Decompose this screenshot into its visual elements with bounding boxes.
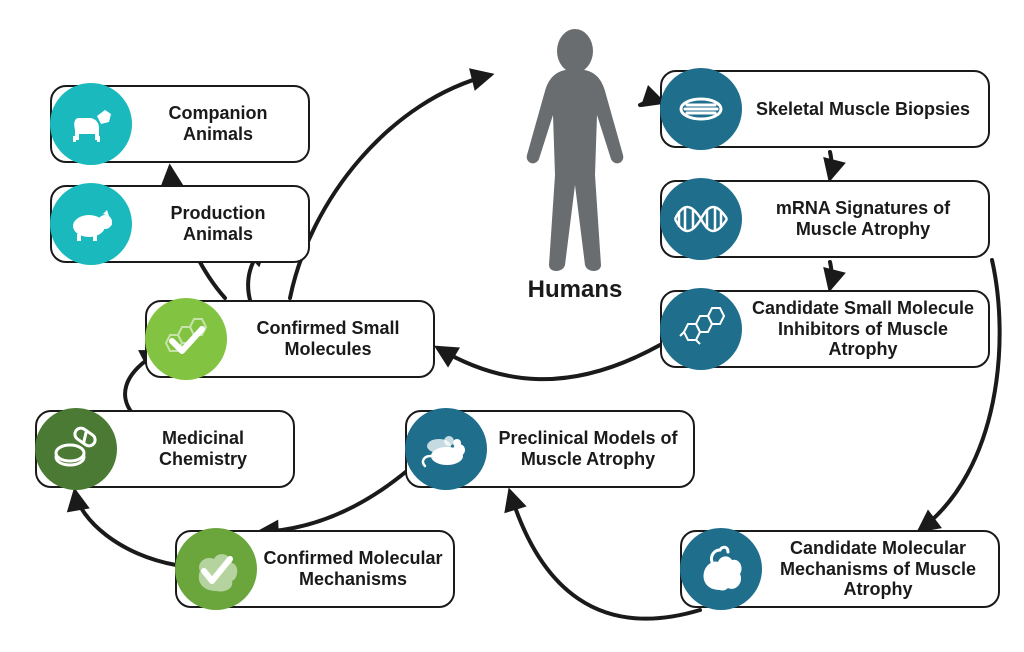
node-preclinical: Preclinical Models of Muscle Atrophy [405,410,695,488]
biopsy-icon [660,68,742,150]
label-preclinical: Preclinical Models of Muscle Atrophy [487,424,693,473]
label-confirmed: Confirmed Small Molecules [227,314,433,363]
label-biopsies: Skeletal Muscle Biopsies [742,95,988,124]
dog-icon [50,83,132,165]
node-confirmed-molecules: Confirmed Small Molecules [145,300,435,378]
wave-icon [660,178,742,260]
protein-icon [680,528,762,610]
label-mrna: mRNA Signatures of Muscle Atrophy [742,194,988,243]
label-candmol: Candidate Small Molecule Inhibitors of M… [742,294,988,364]
node-mrna: mRNA Signatures of Muscle Atrophy [660,180,990,258]
label-medchem: Medicinal Chemistry [117,424,293,473]
label-production: Production Animals [132,199,308,248]
node-biopsies: Skeletal Muscle Biopsies [660,70,990,148]
node-candidate-mechanisms: Candidate Molecular Mechanisms of Muscle… [680,530,1000,608]
label-candmech: Candidate Molecular Mechanisms of Muscle… [762,534,998,604]
mouse-icon [405,408,487,490]
pig-icon [50,183,132,265]
blob-check-icon [175,528,257,610]
label-companion: Companion Animals [132,99,308,148]
human-figure [505,25,645,280]
node-candidate-molecules: Candidate Small Molecule Inhibitors of M… [660,290,990,368]
node-production-animals: Production Animals [50,185,310,263]
pill-icon [35,408,117,490]
node-companion-animals: Companion Animals [50,85,310,163]
molecule-check-icon [145,298,227,380]
node-medicinal-chemistry: Medicinal Chemistry [35,410,295,488]
node-confirmed-mechanisms: Confirmed Molecular Mechanisms [175,530,455,608]
human-caption: Humans [510,276,640,304]
label-confmech: Confirmed Molecular Mechanisms [257,544,453,593]
molecule-icon [660,288,742,370]
